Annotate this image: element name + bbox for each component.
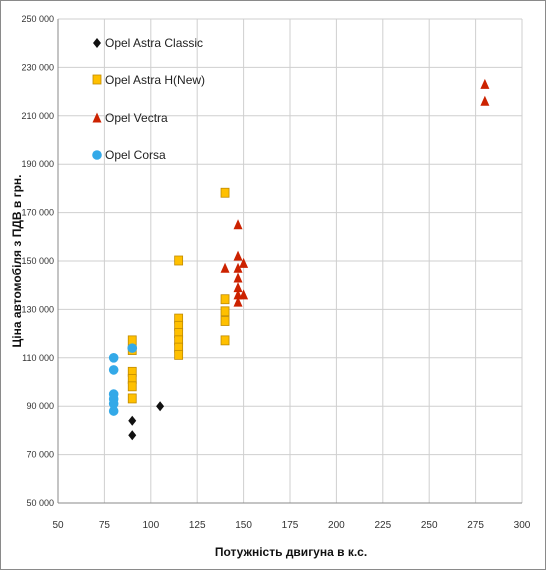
y-tick-label: 230 000 [21, 62, 54, 72]
legend: Opel Astra Classic Opel Astra H(New) Opel … [92, 36, 205, 162]
data-point [233, 296, 243, 307]
data-point [233, 272, 243, 283]
x-tick-label: 300 [514, 520, 531, 531]
data-point [480, 95, 490, 106]
legend-label: Opel Vectra [105, 111, 168, 125]
y-tick-labels: 50 000 70 000 90 000 110 000 130 000 150 000 1… [21, 14, 54, 508]
data-point [233, 250, 243, 261]
data-point [108, 365, 119, 375]
data-point [174, 349, 184, 360]
y-axis-title: Ціна автомобіля з ПДВ в грн. [10, 175, 24, 348]
data-point [239, 257, 249, 268]
y-tick-label: 130 000 [21, 304, 54, 314]
data-point [220, 306, 230, 317]
data-point [220, 294, 230, 305]
x-tick-label: 100 [142, 520, 159, 531]
data-points [108, 78, 490, 441]
y-tick-label: 70 000 [26, 450, 54, 460]
y-tick-label: 250 000 [21, 14, 54, 24]
legend-marker [92, 74, 102, 85]
data-point [233, 282, 243, 293]
legend-label: Opel Corsa [105, 148, 166, 162]
data-point [220, 335, 230, 346]
x-tick-labels: 50 75 100 125 150 175 200 225 250 275 300 [52, 520, 530, 531]
y-tick-label: 110 000 [22, 353, 54, 363]
data-point [108, 406, 119, 416]
data-point [239, 289, 249, 300]
data-point [233, 219, 243, 230]
data-point [220, 187, 230, 198]
y-tick-label: 210 000 [21, 111, 54, 121]
legend-label: Opel Astra Classic [105, 36, 203, 50]
y-tick-label: 190 000 [21, 159, 54, 169]
x-tick-label: 250 [421, 520, 438, 531]
data-point [128, 430, 137, 441]
y-tick-label: 150 000 [21, 256, 54, 266]
data-point [156, 401, 165, 412]
x-tick-label: 75 [99, 520, 111, 531]
data-point [128, 415, 137, 426]
y-tick-label: 50 000 [26, 498, 54, 508]
data-point [108, 353, 119, 363]
legend-marker [92, 150, 102, 160]
data-point [127, 343, 138, 353]
x-tick-label: 175 [282, 520, 299, 531]
legend-marker [93, 38, 101, 48]
x-tick-label: 275 [467, 520, 484, 531]
legend-marker [92, 112, 102, 123]
data-point [127, 381, 137, 392]
x-tick-label: 200 [328, 520, 345, 531]
x-tick-label: 225 [374, 520, 391, 531]
y-tick-label: 170 000 [21, 208, 54, 218]
data-point [220, 316, 230, 326]
axes [57, 19, 522, 504]
x-tick-label: 50 [52, 520, 64, 531]
legend-label: Opel Astra H(New) [105, 73, 205, 87]
data-point [233, 262, 243, 273]
data-point [108, 398, 119, 409]
data-point [480, 78, 490, 89]
gridlines [57, 18, 523, 504]
x-tick-label: 125 [189, 520, 206, 531]
x-axis-title: Потужність двигуна в к.с. [215, 545, 367, 559]
y-tick-label: 90 000 [26, 401, 54, 411]
data-point [127, 393, 137, 404]
x-tick-label: 150 [235, 520, 252, 531]
data-point [174, 255, 184, 266]
data-point [220, 262, 230, 273]
